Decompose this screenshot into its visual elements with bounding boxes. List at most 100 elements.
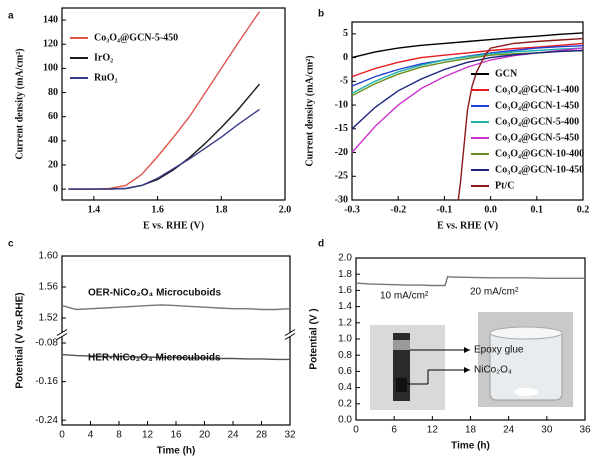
x-tick-label: 0 [353,425,359,436]
annotation: Epoxy glue [474,345,524,356]
x-tick-label: 32 [284,430,296,441]
y-tick-label: 100 [43,63,58,74]
y-tick-label: 40 [48,135,58,146]
legend-label: Co₃O₄@GCN-10-400 [495,148,584,159]
x-tick-label: 30 [541,425,553,436]
y-axis-label: Current density (mA/cm²) [14,48,25,159]
y-tick-label: -5 [340,76,348,87]
y-tick-label: 1.6 [338,285,352,296]
x-axis-label: Time (h) [451,441,490,452]
y-tick-label: -25 [335,171,348,182]
x-axis-label: E vs. RHE (V) [143,220,204,231]
inset-photo-vial [370,325,470,410]
series-label: OER-NiCo₂O₄ Microcuboids [88,288,222,299]
x-tick-label: 36 [579,425,591,436]
y-tick-label: 5 [343,28,348,39]
panel: 1.4 1.6 1.8 2.0 0 20 40 60 80 100 120 140 Co₃O₄@GCN-… [8,7,292,231]
y-tick-label: -20 [335,147,348,158]
y-tick-label: 140 [43,14,58,25]
axis-break-mark [56,329,68,336]
x-tick-label: 24 [227,430,239,441]
x-axis-label: Time (h) [157,446,196,457]
x-tick-label: 1.4 [88,204,101,215]
x-tick-label: 20 [199,430,211,441]
x-tick-label: 0 [59,430,65,441]
series-line [351,47,584,94]
legend-label: Co₃O₄@GCN-5-450 [495,132,579,143]
legend-label: Pt/C [495,180,514,191]
series-line [351,49,584,130]
x-tick-label: 6 [391,425,397,436]
annotation: NiCo₂O₄ [474,365,512,376]
y-tick-label: 80 [48,87,58,98]
x-tick-label: 0.2 [577,204,590,215]
x-tick-label: 2.0 [279,204,292,215]
y-tick-label: 0.2 [338,398,352,409]
legend-label: IrO₂ [94,52,113,63]
legend-label: Co₃O₄@GCN-1-450 [495,100,579,111]
y-tick-label: 120 [43,39,58,50]
x-tick-label: 0.0 [484,204,497,215]
y-tick-label: -0.08 [35,338,58,349]
legend-label: GCN [495,68,518,79]
panel: 0 6 12 18 24 30 36 0.0 0.2 0.4 0.6 0.8 1.0 1.2 1.4 1.6 1… [309,239,591,452]
series-line [457,37,584,201]
y-tick-label: 2.0 [338,253,352,264]
y-axis-label: Current density (mA/cm²) [304,55,315,166]
annotation: 20 mA/cm² [470,287,519,298]
legend-label: RuO₂ [94,72,118,83]
x-tick-label: 8 [116,430,122,441]
axis-break-mark [56,333,68,340]
panel: -0.3 -0.2 -0.1 0.0 0.1 0.2 -30 -25 -20 -15 -10 -5 0 5… [304,9,589,232]
legend-label: Co₃O₄@GCN-1-400 [495,84,579,95]
panel-label: c [8,239,14,250]
y-tick-label: 0 [343,52,348,63]
y-tick-label: 0.0 [338,415,352,426]
x-tick-label: -0.2 [390,204,406,215]
y-tick-label: -30 [335,194,348,205]
panel-label: d [318,239,324,250]
y-tick-label: 1.60 [39,251,59,262]
y-tick-label: 1.52 [39,313,59,324]
y-tick-label: 0.8 [338,350,352,361]
panel-label: b [318,9,324,20]
x-tick-label: 1.6 [151,204,164,215]
axis-break-mark [284,333,296,340]
series-line [61,304,291,311]
x-tick-label: 18 [465,425,477,436]
y-tick-label: 20 [48,159,58,170]
plot-frame [61,7,286,201]
series-line [68,108,260,190]
y-tick-label: 1.4 [338,301,352,312]
plot-frame [351,21,584,201]
axis-break-gap [58,332,66,337]
x-tick-label: -0.3 [344,204,360,215]
series-label: HER-NiCo₂O₄ Microcuboids [88,353,221,364]
series-line [351,32,584,59]
axis-break-mark [284,329,296,336]
x-tick-label: 16 [170,430,182,441]
x-tick-label: 12 [142,430,154,441]
x-tick-label: 1.8 [215,204,228,215]
x-axis-label: E vs. RHE (V) [437,220,498,231]
y-tick-label: -10 [335,99,348,110]
series-line [61,353,290,361]
y-tick-label: 1.8 [338,269,352,280]
y-axis-label: Potential (V vs.RHE) [15,292,26,388]
series-line [351,42,584,78]
y-tick-label: 1.0 [338,334,352,345]
x-tick-label: 24 [503,425,515,436]
panel-label: a [8,11,14,22]
y-tick-label: 0.4 [338,382,352,393]
y-tick-label: -0.24 [35,415,58,426]
y-tick-label: 0.6 [338,366,352,377]
y-tick-label: -15 [335,123,348,134]
x-tick-label: 12 [427,425,439,436]
x-tick-label: 28 [256,430,268,441]
legend-label: Co₃O₄@GCN-5-450 [94,32,178,43]
annotation: 10 mA/cm² [380,291,429,302]
y-tick-label: 1.56 [39,282,59,293]
y-tick-label: 0 [53,183,58,194]
inset-photo-beaker [478,312,573,407]
